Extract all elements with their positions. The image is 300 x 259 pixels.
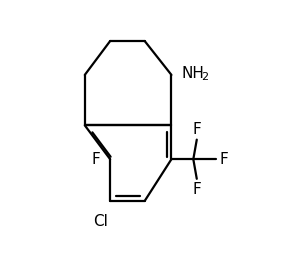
Text: 2: 2 — [201, 72, 208, 82]
Text: F: F — [91, 152, 100, 167]
Text: Cl: Cl — [94, 214, 108, 229]
Text: F: F — [192, 122, 201, 137]
Text: F: F — [192, 182, 201, 197]
Text: F: F — [219, 152, 228, 167]
Text: NH: NH — [182, 66, 205, 81]
